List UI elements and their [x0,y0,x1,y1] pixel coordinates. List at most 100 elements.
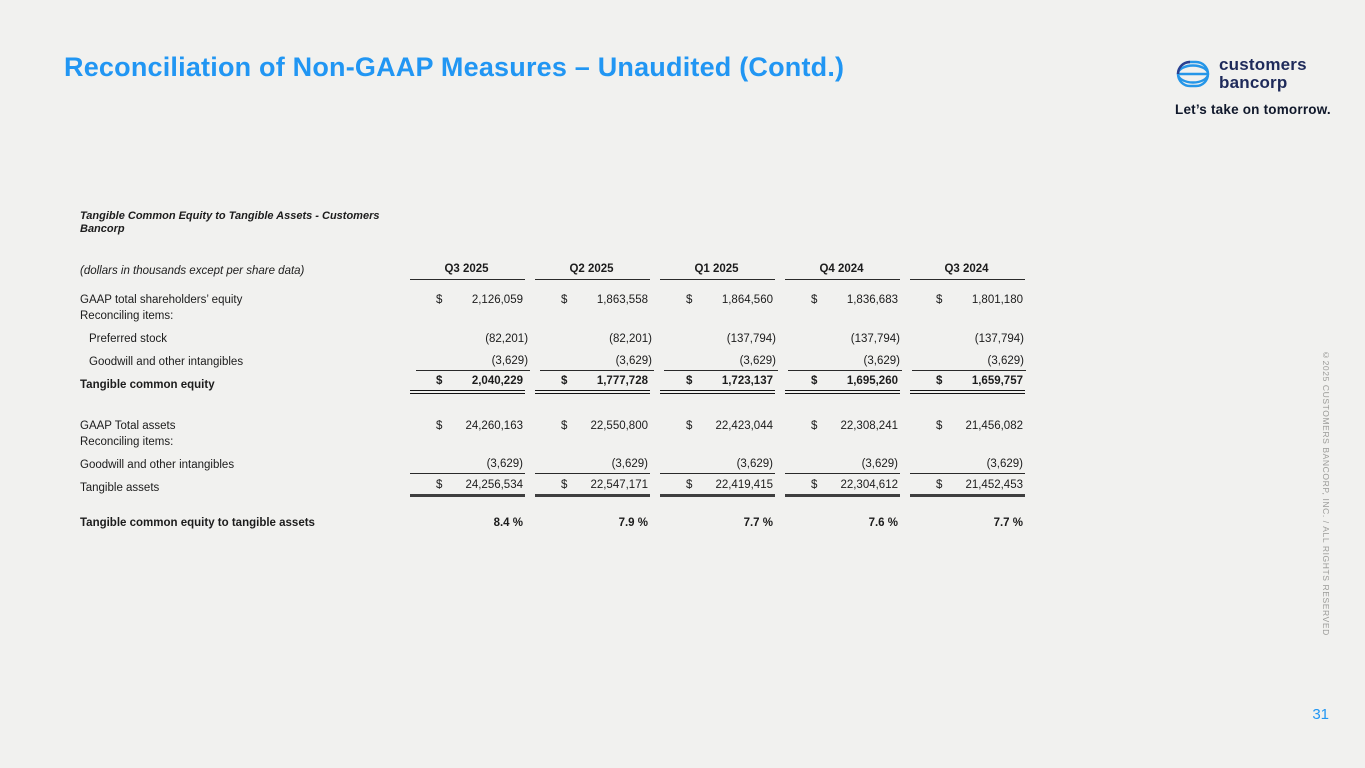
value: (3,629) [987,355,1024,367]
value: 1,863,558 [596,294,648,306]
value: 22,308,241 [840,420,898,432]
value-cell: 7.7 % [910,517,1025,532]
value: (82,201) [485,333,529,345]
table-subtitle: (dollars in thousands except per share d… [80,265,305,277]
value-cell: $1,659,757 [910,375,1025,394]
value: (3,629) [486,458,523,470]
value: 22,423,044 [715,420,773,432]
value: 1,836,683 [846,294,898,306]
dollar-sign: $ [686,375,693,387]
row-label: Tangible common equity [80,379,215,391]
brand-name-line2: bancorp [1219,73,1288,92]
page-title: Reconciliation of Non-GAAP Measures – Un… [64,52,845,82]
value: (3,629) [739,355,776,367]
value: (137,794) [726,333,776,345]
reconciliation-table-area: Tangible Common Equity to Tangible Asset… [80,210,1026,532]
value: (3,629) [861,458,898,470]
table-row: Tangible common equity $2,040,229 $1,777,7… [80,371,1026,394]
value-cell: 7.9 % [535,517,650,532]
table-title: Tangible Common Equity to Tangible Asset… [80,210,380,235]
column-header: Q3 2024 [910,263,1025,280]
dollar-sign: $ [811,294,818,306]
value-cell: $22,304,612 [785,479,900,497]
spacer-row [80,394,1026,412]
value: (137,794) [974,333,1024,345]
table-row: Goodwill and other intangibles (3,629) (3,… [80,451,1026,474]
value-cell: $1,801,180 [910,294,1025,309]
value-cell: (82,201) [540,333,654,348]
value-cell: (3,629) [911,355,1026,371]
column-header: Q2 2025 [535,263,650,280]
value-cell: $24,260,163 [410,420,525,435]
value-cell: (3,629) [416,355,531,371]
row-label: Reconciling items: [80,310,174,322]
value: (82,201) [609,333,653,345]
value: 24,260,163 [465,420,523,432]
value: (3,629) [736,458,773,470]
value-cell: $24,256,534 [410,479,525,497]
value-cell: (137,794) [912,333,1026,348]
value-cell: $1,777,728 [535,375,650,394]
table-row: Preferred stock (82,201) (82,201) (137,794)… [80,325,1026,348]
value-cell: (3,629) [410,458,525,474]
dollar-sign: $ [686,420,693,432]
value-cell: $21,452,453 [910,479,1025,497]
value: (3,629) [986,458,1023,470]
value: (3,629) [491,355,529,367]
value-cell: $1,836,683 [785,294,900,309]
value: 1,801,180 [971,294,1023,306]
table-row: Goodwill and other intangibles (3,629) (3,… [80,348,1026,371]
dollar-sign: $ [811,420,818,432]
value-cell: (3,629) [910,458,1025,474]
value-cell: $1,723,137 [660,375,775,394]
value-cell: $21,456,082 [910,420,1025,435]
brand-name-line1: customers [1219,55,1307,74]
brand-name: customers bancorp [1219,56,1307,92]
row-label: GAAP Total assets [80,420,176,432]
dollar-sign: $ [936,479,943,491]
dollar-sign: $ [436,420,443,432]
value-cell: (3,629) [785,458,900,474]
table-header-row: (dollars in thousands except per share d… [80,260,1026,280]
row-label: Tangible assets [80,482,160,494]
table-row: Tangible assets $24,256,534 $22,547,171 $22… [80,474,1026,497]
table-row: GAAP Total assets $24,260,163 $22,550,800 $… [80,412,1026,435]
value-cell: (82,201) [416,333,530,348]
value: 24,256,534 [465,479,523,491]
value: 1,695,260 [846,375,898,387]
value: 7.6 % [868,517,898,529]
value-cell: (137,794) [788,333,902,348]
value-cell: $1,863,558 [535,294,650,309]
brand-block: customers bancorp Let’s take on tomorrow… [1175,56,1331,118]
column-header: Q4 2024 [785,263,900,280]
value: 22,547,171 [590,479,648,491]
page-number: 31 [1312,706,1329,723]
value: 1,723,137 [721,375,773,387]
value-cell: (3,629) [788,355,902,371]
dollar-sign: $ [936,375,943,387]
value: 1,777,728 [596,375,648,387]
value-cell: (3,629) [535,458,650,474]
value: 21,452,453 [965,479,1023,491]
dollar-sign: $ [436,375,443,387]
value-cell: $22,419,415 [660,479,775,497]
dollar-sign: $ [686,294,693,306]
dollar-sign: $ [561,375,568,387]
value-cell: 7.6 % [785,517,900,532]
row-label: GAAP total shareholders’ equity [80,294,243,306]
table-row: GAAP total shareholders’ equity $2,126,05… [80,286,1026,309]
value-cell: $2,040,229 [410,375,525,394]
dollar-sign: $ [436,479,443,491]
value-cell: 8.4 % [410,517,525,532]
value-cell: $22,308,241 [785,420,900,435]
value: (137,794) [850,333,900,345]
spacer-row [80,497,1026,509]
dollar-sign: $ [561,420,568,432]
row-label: Goodwill and other intangibles [80,459,235,471]
value: 7.9 % [618,517,648,529]
value-cell: (137,794) [664,333,778,348]
value: 2,040,229 [471,375,523,387]
brand-tagline: Let’s take on tomorrow. [1175,102,1331,117]
table-row: Tangible common equity to tangible asset… [80,509,1026,532]
dollar-sign: $ [811,479,818,491]
